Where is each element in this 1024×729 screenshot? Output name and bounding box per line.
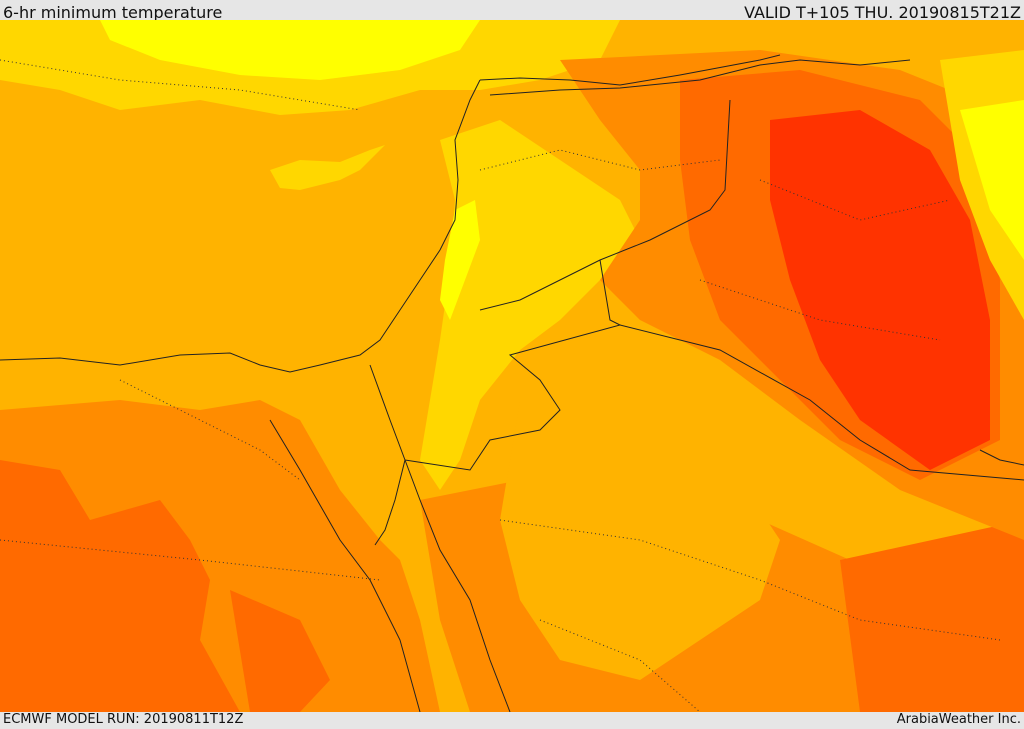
map-svg: [0, 20, 1024, 712]
jordan-iraq-border: [404, 259, 622, 471]
turkey-syria-border: [489, 59, 911, 96]
syria-iraq-border: [479, 99, 731, 311]
borders-layer: [0, 54, 1024, 712]
internal-boundaries: [0, 59, 1001, 712]
cyprus-island: [270, 145, 385, 190]
arabia-hot-patch: [840, 520, 1024, 712]
saudi-provinces-2: [539, 619, 701, 712]
levant-coolest-streak: [440, 200, 480, 320]
persian-gulf-coast: [979, 449, 1024, 466]
egypt-hotter-patch: [0, 460, 240, 712]
gulf-of-aqaba: [374, 459, 406, 546]
iran-coolest-corner: [960, 100, 1024, 260]
turkey-provinces: [0, 59, 361, 111]
egypt-israel-border: [369, 364, 406, 461]
arabia-mild-patch: [500, 380, 780, 680]
turkey-coastline: [479, 54, 781, 86]
red-sea-coast: [269, 419, 421, 712]
valid-time: VALID T+105 THU. 20190815T21Z: [744, 3, 1021, 22]
model-run: ECMWF MODEL RUN: 20190811T12Z: [3, 712, 244, 727]
turkey-coolest-region: [100, 20, 480, 80]
iraq-hottest-core: [770, 110, 990, 470]
egypt-hotter-patch-2: [230, 590, 330, 712]
arabia-red-sea-coast: [404, 459, 511, 712]
temperature-map[interactable]: [0, 20, 1024, 712]
saudi-iraq-border: [619, 324, 1024, 481]
map-title: 6-hr minimum temperature: [3, 3, 223, 22]
egypt-governorates: [119, 379, 301, 481]
credit: ArabiaWeather Inc.: [896, 712, 1021, 727]
egypt-governorates-2: [0, 539, 381, 581]
mediterranean-coastline: [0, 79, 481, 373]
